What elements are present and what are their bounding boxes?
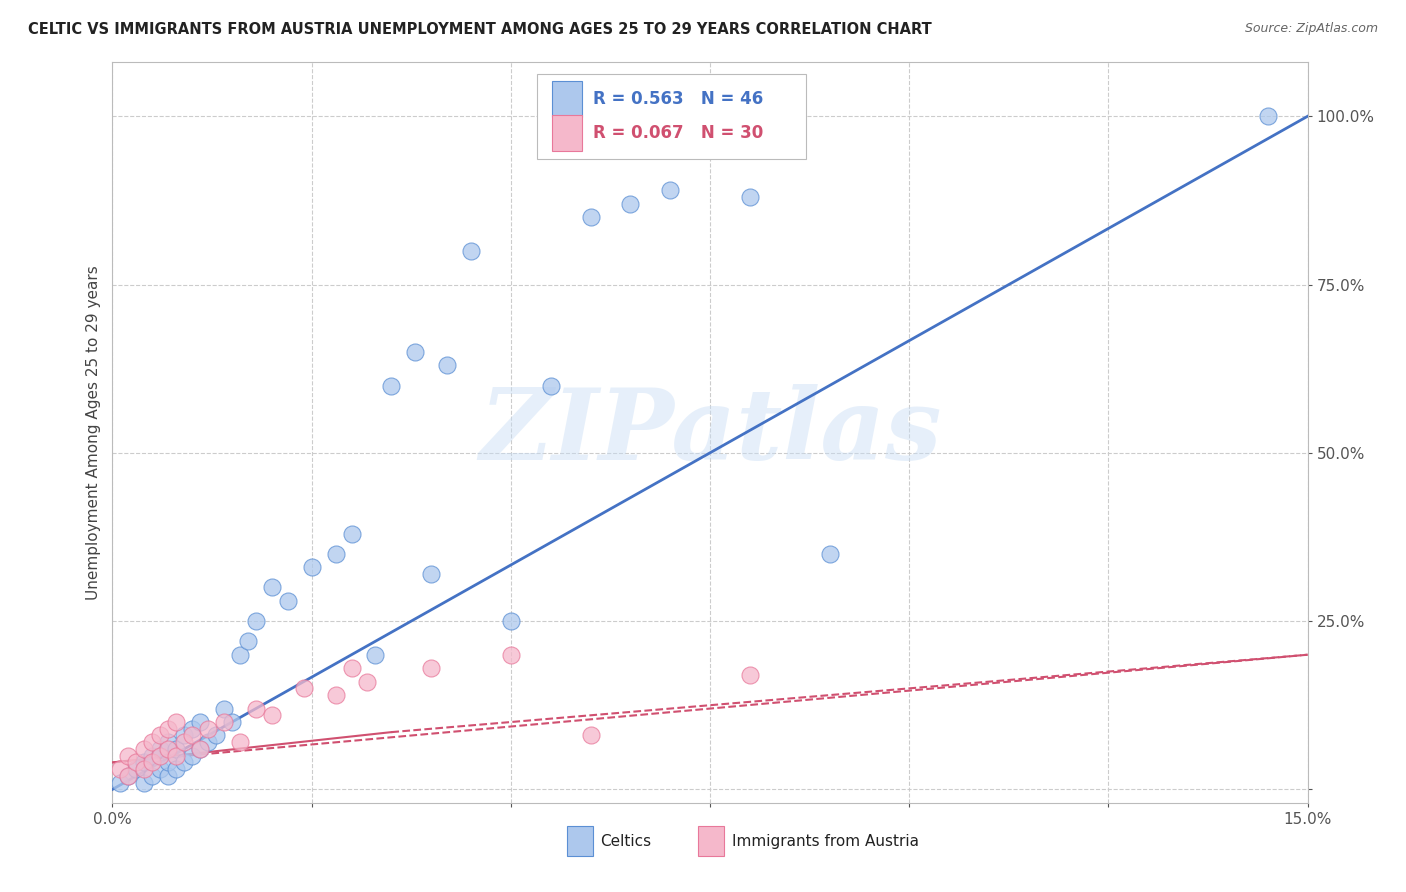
Point	[245, 701, 267, 715]
Point	[134, 762, 156, 776]
Point	[149, 742, 172, 756]
Point	[165, 748, 187, 763]
Point	[125, 756, 148, 770]
Point	[188, 742, 211, 756]
Point	[436, 359, 458, 373]
Point	[157, 769, 180, 783]
Point	[540, 378, 562, 392]
Point	[117, 769, 139, 783]
Point	[236, 634, 259, 648]
Point	[420, 661, 443, 675]
Point	[460, 244, 482, 258]
Point	[165, 742, 187, 756]
Point	[325, 688, 347, 702]
Point	[197, 735, 219, 749]
Point	[229, 648, 252, 662]
Point	[260, 708, 283, 723]
Point	[499, 614, 522, 628]
Point	[165, 762, 187, 776]
Point	[205, 729, 228, 743]
Point	[188, 742, 211, 756]
Point	[125, 762, 148, 776]
Point	[301, 560, 323, 574]
Bar	[567, 827, 593, 856]
Point	[1257, 109, 1279, 123]
Point	[173, 735, 195, 749]
Point	[292, 681, 315, 696]
Text: R = 0.067   N = 30: R = 0.067 N = 30	[593, 124, 763, 142]
Point	[325, 547, 347, 561]
Point	[134, 775, 156, 789]
Point	[117, 769, 139, 783]
Text: ZIPatlas: ZIPatlas	[479, 384, 941, 481]
Point	[738, 190, 761, 204]
Y-axis label: Unemployment Among Ages 25 to 29 years: Unemployment Among Ages 25 to 29 years	[86, 265, 101, 600]
Point	[356, 674, 378, 689]
Point	[110, 762, 132, 776]
Point	[212, 701, 235, 715]
Point	[181, 748, 204, 763]
Point	[579, 729, 602, 743]
Point	[260, 581, 283, 595]
Point	[340, 661, 363, 675]
Point	[181, 722, 204, 736]
Bar	[699, 827, 724, 856]
Point	[818, 547, 841, 561]
Point	[157, 742, 180, 756]
Point	[380, 378, 402, 392]
Point	[173, 729, 195, 743]
Point	[149, 748, 172, 763]
Point	[340, 526, 363, 541]
Point	[157, 722, 180, 736]
Point	[197, 722, 219, 736]
Point	[221, 714, 243, 729]
FancyBboxPatch shape	[537, 73, 806, 159]
Point	[141, 735, 163, 749]
Bar	[553, 115, 582, 151]
Point	[141, 756, 163, 770]
Text: CELTIC VS IMMIGRANTS FROM AUSTRIA UNEMPLOYMENT AMONG AGES 25 TO 29 YEARS CORRELA: CELTIC VS IMMIGRANTS FROM AUSTRIA UNEMPL…	[28, 22, 932, 37]
Point	[149, 729, 172, 743]
Point	[157, 756, 180, 770]
Point	[157, 735, 180, 749]
Point	[499, 648, 522, 662]
Point	[659, 183, 682, 197]
Point	[141, 748, 163, 763]
Point	[110, 775, 132, 789]
Text: Celtics: Celtics	[600, 834, 651, 849]
Text: R = 0.563   N = 46: R = 0.563 N = 46	[593, 90, 763, 108]
Point	[212, 714, 235, 729]
Point	[245, 614, 267, 628]
Point	[229, 735, 252, 749]
Point	[134, 756, 156, 770]
Point	[579, 211, 602, 225]
Point	[149, 762, 172, 776]
Text: Immigrants from Austria: Immigrants from Austria	[731, 834, 918, 849]
Bar	[553, 81, 582, 117]
Point	[619, 196, 641, 211]
Point	[188, 714, 211, 729]
Point	[738, 668, 761, 682]
Point	[181, 729, 204, 743]
Point	[165, 714, 187, 729]
Point	[420, 566, 443, 581]
Point	[117, 748, 139, 763]
Text: Source: ZipAtlas.com: Source: ZipAtlas.com	[1244, 22, 1378, 36]
Point	[404, 344, 426, 359]
Point	[173, 756, 195, 770]
Point	[277, 594, 299, 608]
Point	[134, 742, 156, 756]
Point	[364, 648, 387, 662]
Point	[141, 769, 163, 783]
